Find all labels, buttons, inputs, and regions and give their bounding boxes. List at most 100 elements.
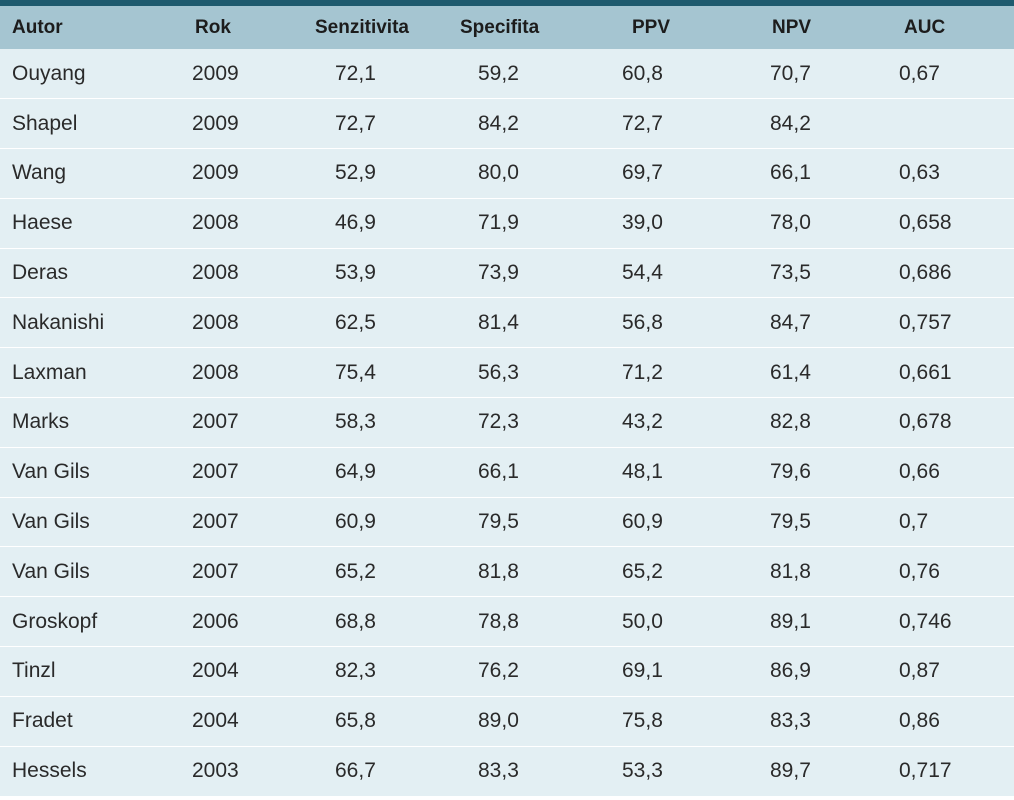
cell-specifita: 66,1 (430, 446, 570, 498)
cell-senzitivita: 75,4 (290, 347, 430, 398)
cell-specifita: 71,9 (430, 197, 570, 249)
cell-autor: Groskopf (0, 596, 165, 647)
header-autor: Autor (12, 16, 63, 38)
cell-senzitivita: 72,7 (290, 98, 430, 149)
cell-ppv: 65,2 (570, 546, 710, 597)
cell-specifita: 80,0 (430, 148, 570, 199)
cell-auc: 0,717 (860, 745, 1014, 796)
cell-auc: 0,63 (860, 148, 1014, 199)
header-specifita: Specifita (460, 16, 540, 38)
table-row: Shapel 2009 72,7 84,2 72,7 84,2 (0, 98, 1014, 149)
header-auc: AUC (904, 16, 946, 38)
cell-specifita: 83,3 (430, 745, 570, 796)
cell-senzitivita: 46,9 (290, 197, 430, 249)
cell-rok: 2007 (165, 546, 290, 597)
cell-npv: 73,5 (710, 247, 860, 298)
cell-autor: Tinzl (0, 646, 165, 697)
cell-senzitivita: 65,8 (290, 695, 430, 747)
table-row: Groskopf 2006 68,8 78,8 50,0 89,1 0,746 (0, 596, 1014, 647)
cell-auc (860, 98, 1014, 149)
table-row: Tinzl 2004 82,3 76,2 69,1 86,9 0,87 (0, 646, 1014, 697)
cell-ppv: 39,0 (570, 197, 710, 249)
cell-rok: 2009 (192, 61, 239, 85)
cell-npv: 66,1 (710, 148, 860, 199)
cell-rok: 2007 (165, 496, 290, 547)
cell-npv: 89,7 (710, 745, 860, 796)
top-accent-rule (0, 0, 1014, 6)
cell-senzitivita: 72,1 (335, 61, 376, 85)
cell-autor: Marks (0, 397, 165, 448)
table-row: Van Gils 2007 65,2 81,8 65,2 81,8 0,76 (0, 546, 1014, 597)
cell-autor: Van Gils (0, 446, 165, 498)
table-row: Marks 2007 58,3 72,3 43,2 82,8 0,678 (0, 397, 1014, 448)
cell-auc: 0,87 (860, 646, 1014, 697)
cell-auc: 0,661 (860, 347, 1014, 398)
cell-specifita: 73,9 (430, 247, 570, 298)
cell-ppv: 72,7 (570, 98, 710, 149)
cell-specifita: 59,2 (478, 61, 519, 85)
table-row: Wang 2009 52,9 80,0 69,7 66,1 0,63 (0, 148, 1014, 199)
cell-senzitivita: 60,9 (290, 496, 430, 547)
cell-npv: 83,3 (710, 695, 860, 747)
cell-autor: Laxman (0, 347, 165, 398)
cell-npv: 81,8 (710, 546, 860, 597)
cell-ppv: 71,2 (570, 347, 710, 398)
cell-rok: 2007 (165, 446, 290, 498)
cell-rok: 2008 (165, 197, 290, 249)
cell-auc: 0,86 (860, 695, 1014, 747)
cell-autor: Ouyang (12, 61, 86, 85)
table-row: Van Gils 2007 60,9 79,5 60,9 79,5 0,7 (0, 496, 1014, 547)
cell-npv: 84,7 (710, 297, 860, 348)
header-rok: Rok (195, 16, 231, 38)
cell-ppv: 56,8 (570, 297, 710, 348)
cell-npv: 61,4 (710, 347, 860, 398)
cell-auc: 0,67 (899, 61, 940, 85)
cell-auc: 0,76 (860, 546, 1014, 597)
cell-rok: 2009 (165, 148, 290, 199)
cell-ppv: 69,7 (570, 148, 710, 199)
header-ppv: PPV (632, 16, 671, 38)
cell-autor: Nakanishi (0, 297, 165, 348)
table-row: Deras 2008 53,9 73,9 54,4 73,5 0,686 (0, 247, 1014, 298)
cell-ppv: 50,0 (570, 596, 710, 647)
table-row: Hessels 2003 66,7 83,3 53,3 89,7 0,717 (0, 745, 1014, 796)
cell-ppv: 43,2 (570, 397, 710, 448)
cell-senzitivita: 65,2 (290, 546, 430, 597)
cell-ppv: 53,3 (570, 745, 710, 796)
cell-specifita: 76,2 (430, 646, 570, 697)
cell-specifita: 79,5 (430, 496, 570, 547)
cell-senzitivita: 68,8 (290, 596, 430, 647)
cell-ppv: 69,1 (570, 646, 710, 697)
cell-senzitivita: 53,9 (290, 247, 430, 298)
cell-ppv: 60,8 (622, 61, 663, 85)
cell-npv: 78,0 (710, 197, 860, 249)
cell-rok: 2006 (165, 596, 290, 647)
cell-auc: 0,746 (860, 596, 1014, 647)
cell-rok: 2009 (165, 98, 290, 149)
cell-specifita: 56,3 (430, 347, 570, 398)
cell-senzitivita: 52,9 (290, 148, 430, 199)
cell-specifita: 81,8 (430, 546, 570, 597)
cell-auc: 0,7 (860, 496, 1014, 547)
cell-auc: 0,678 (860, 397, 1014, 448)
cell-npv: 82,8 (710, 397, 860, 448)
cell-senzitivita: 66,7 (290, 745, 430, 796)
cell-rok: 2003 (165, 745, 290, 796)
data-table: Autor Rok Senzitivita Specifita PPV NPV … (0, 6, 1014, 796)
cell-autor: Wang (0, 148, 165, 199)
table-row: Nakanishi 2008 62,5 81,4 56,8 84,7 0,757 (0, 297, 1014, 348)
table-row: Ouyang 2009 72,1 59,2 60,8 70,7 0,67 (0, 49, 1014, 99)
cell-senzitivita: 62,5 (290, 297, 430, 348)
table-row: Haese 2008 46,9 71,9 39,0 78,0 0,658 (0, 197, 1014, 249)
cell-rok: 2007 (165, 397, 290, 448)
header-row: Autor Rok Senzitivita Specifita PPV NPV … (0, 6, 1014, 49)
cell-senzitivita: 64,9 (290, 446, 430, 498)
header-npv: NPV (772, 16, 812, 38)
table-row: Laxman 2008 75,4 56,3 71,2 61,4 0,661 (0, 347, 1014, 398)
cell-ppv: 48,1 (570, 446, 710, 498)
table-row: Van Gils 2007 64,9 66,1 48,1 79,6 0,66 (0, 446, 1014, 498)
cell-rok: 2004 (165, 646, 290, 697)
cell-npv: 84,2 (710, 98, 860, 149)
cell-specifita: 78,8 (430, 596, 570, 647)
